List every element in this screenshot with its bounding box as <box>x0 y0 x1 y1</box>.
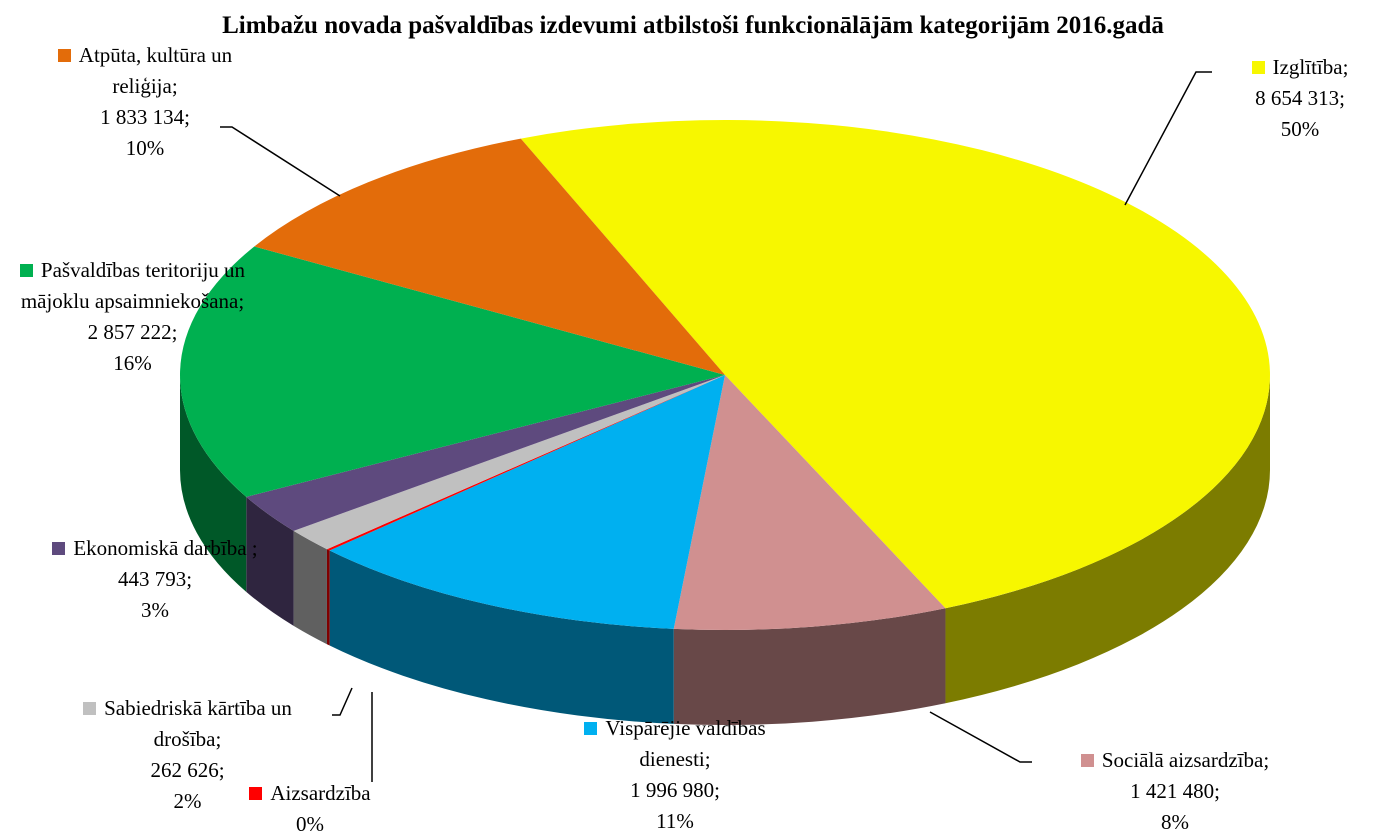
data-label: Izglītība; 8 654 313; 50% <box>1215 52 1385 145</box>
percent-label: 2% <box>173 789 202 813</box>
slice <box>246 375 725 531</box>
slice <box>180 246 726 497</box>
category-label: Vispārējie valdības dienesti; <box>605 716 766 771</box>
legend-swatch <box>19 264 33 277</box>
slice <box>326 375 725 551</box>
data-label: Ekonomiskā darbība ; 443 793; 3% <box>10 533 300 626</box>
chart-title: Limbažu novada pašvaldības izdevumi atbi… <box>222 12 1164 39</box>
category-label: Izglītība; <box>1272 55 1349 79</box>
value-label: 1 996 980; <box>630 778 720 802</box>
legend-swatch <box>83 702 97 715</box>
category-label: Aizsardzība <box>270 781 371 805</box>
data-label: Vispārējie valdības dienesti; 1 996 980; 1… <box>555 713 795 832</box>
value-label: 8 654 313; <box>1255 86 1345 110</box>
category-label: Pašvaldības teritoriju un mājoklu apsaim… <box>20 258 246 313</box>
leader-line <box>220 126 341 197</box>
slice-side <box>945 375 1270 704</box>
legend-swatch <box>1251 61 1265 74</box>
percent-label: 16% <box>113 351 152 375</box>
percent-label: 11% <box>656 809 694 832</box>
slice <box>673 375 946 630</box>
category-label: Ekonomiskā darbība ; <box>73 536 258 560</box>
category-label: Sabiedriskā kārtība un drošība; <box>104 696 292 751</box>
legend-swatch <box>52 542 66 555</box>
category-label: Atpūta, kultūra un reliģija; <box>78 43 233 98</box>
slice-side <box>293 530 327 645</box>
pie <box>180 119 1271 726</box>
leader-line <box>929 711 1032 763</box>
percent-label: 8% <box>1161 810 1189 832</box>
legend-swatch <box>1080 754 1094 767</box>
slice <box>520 119 1271 609</box>
slice <box>293 375 725 550</box>
value-label: 1 421 480; <box>1130 779 1220 803</box>
value-label: 1 833 134; <box>100 105 190 129</box>
legend-swatch <box>57 49 71 62</box>
slice <box>254 138 725 375</box>
percent-label: 0% <box>296 812 324 832</box>
slice-side <box>673 608 946 726</box>
category-label: Sociālā aizsardzība; <box>1101 748 1270 772</box>
slice-side <box>180 375 247 592</box>
data-label: Atpūta, kultūra un reliģija; 1 833 134; 10… <box>30 40 260 164</box>
percent-label: 3% <box>141 598 169 622</box>
data-label: Sociālā aizsardzība; 1 421 480; 8% <box>1040 745 1310 832</box>
percent-label: 10% <box>125 136 165 160</box>
slice-side <box>329 550 674 724</box>
data-label: Pašvaldības teritoriju un mājoklu apsaim… <box>10 255 255 379</box>
value-label: 2 857 222; <box>87 320 178 344</box>
slice-side <box>246 496 294 626</box>
percent-label: 50% <box>1280 117 1320 141</box>
leader-line <box>332 687 353 716</box>
data-label: Sabiedriskā kārtība un drošība; 262 626; 2… <box>75 693 300 817</box>
value-label: 443 793; <box>117 567 193 591</box>
legend-swatch <box>249 787 263 800</box>
slice-side <box>326 549 330 646</box>
data-label: Aizsardzība 0% <box>230 778 390 832</box>
slice <box>329 375 725 629</box>
value-label: 262 626; <box>150 758 225 782</box>
leader-lines <box>220 71 1212 782</box>
leader-line <box>1124 71 1212 206</box>
legend-swatch <box>584 722 598 735</box>
